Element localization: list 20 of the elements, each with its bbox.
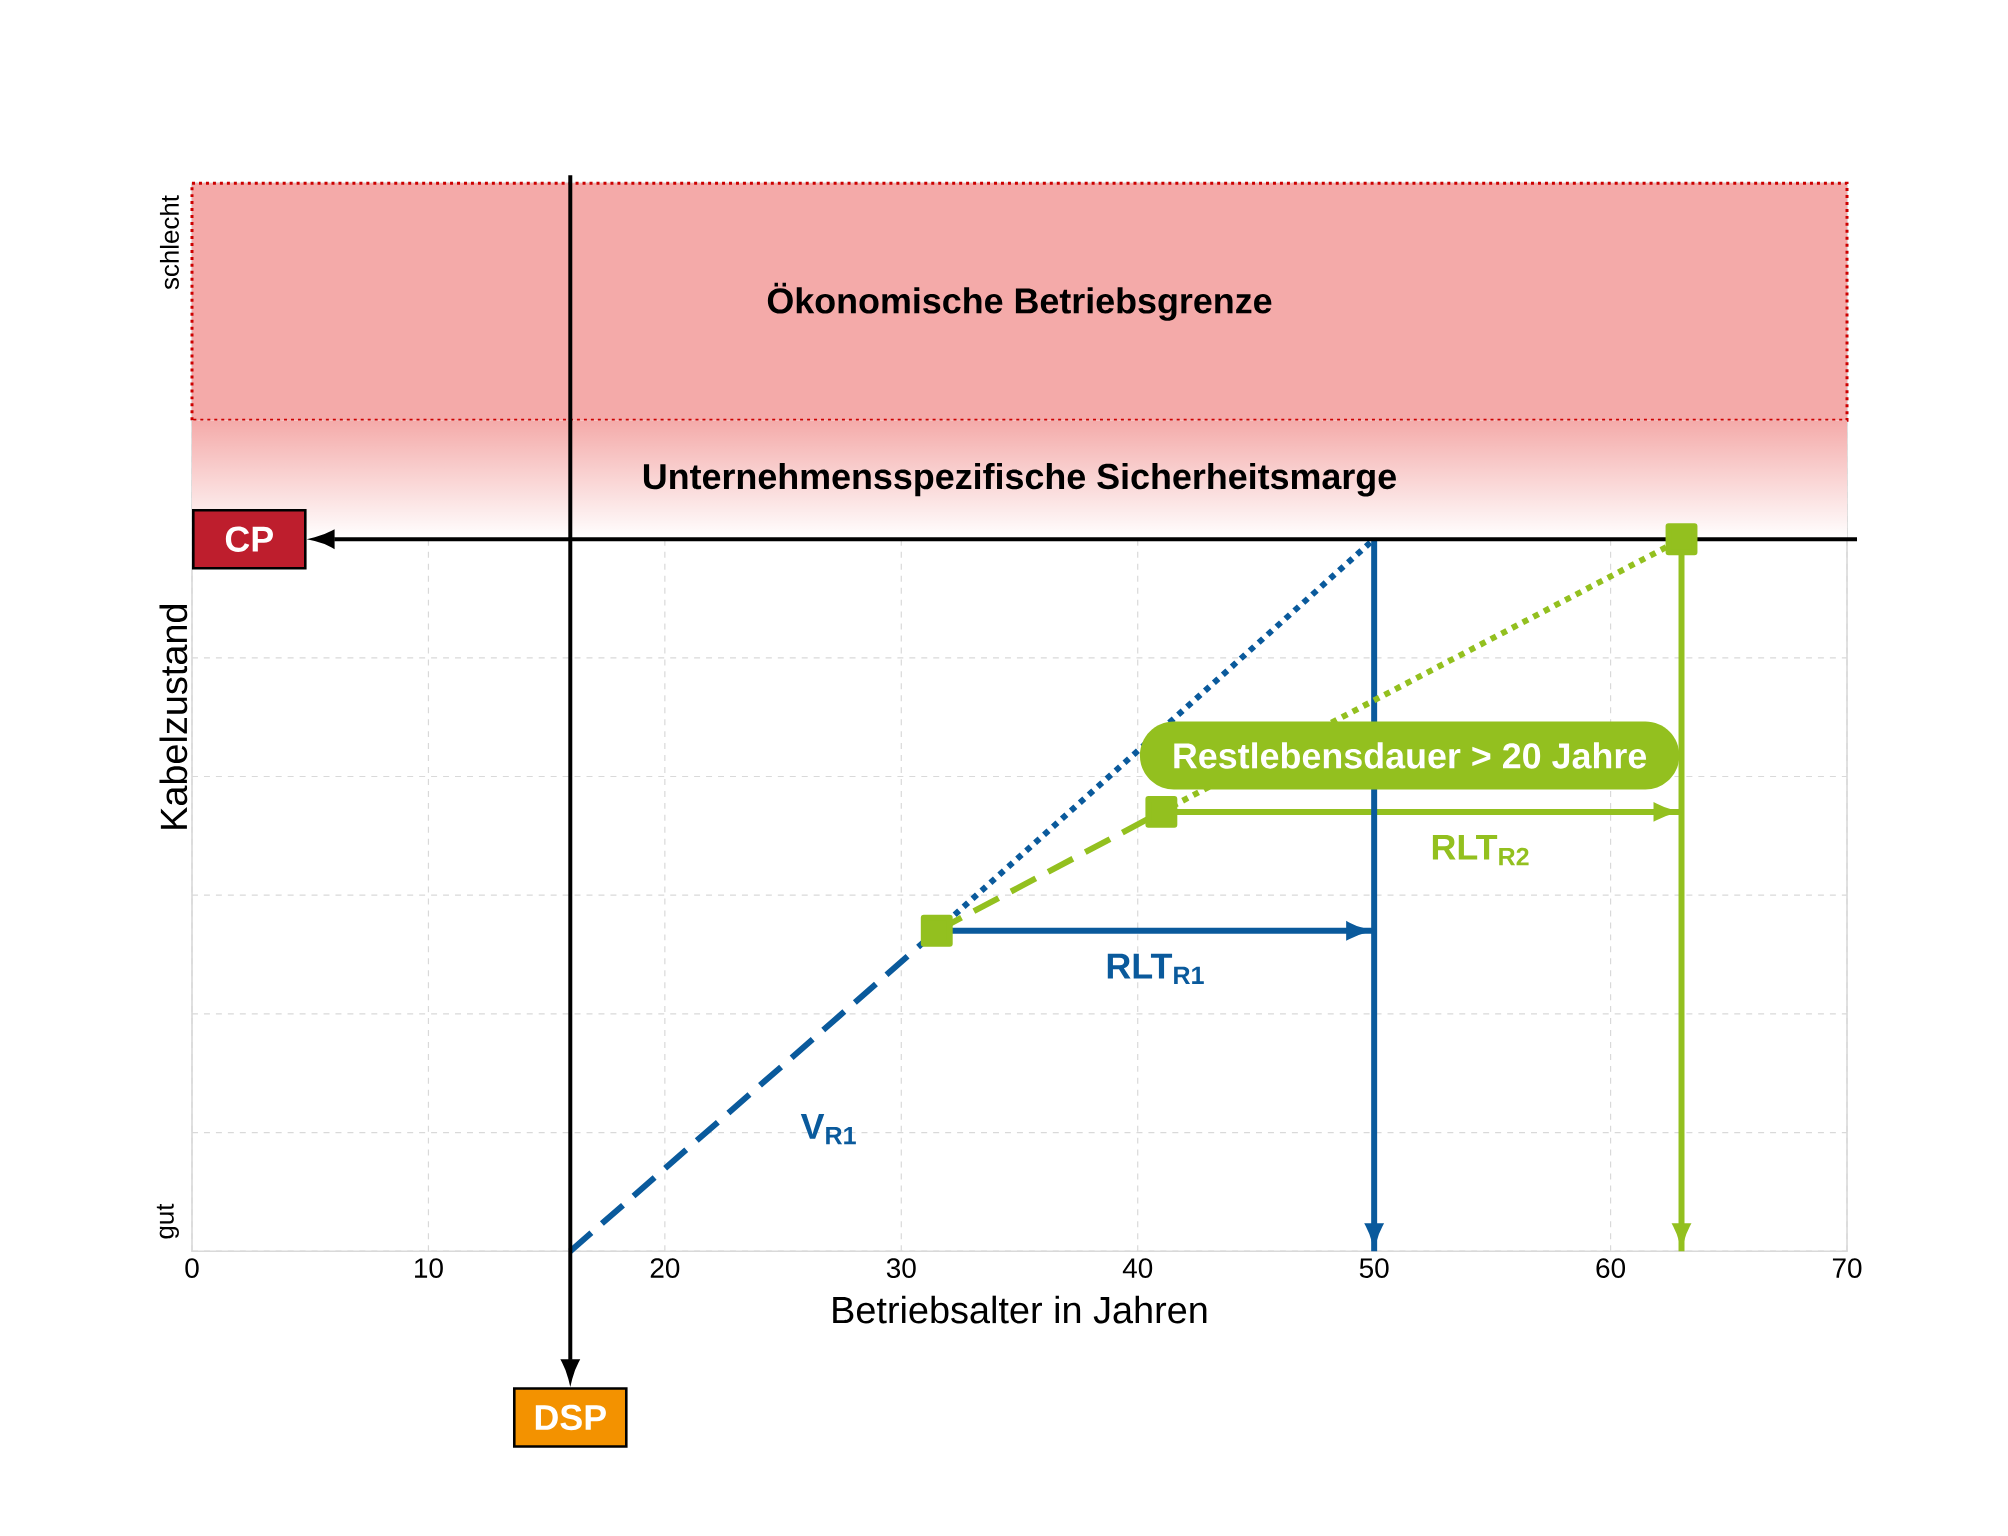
x-tick-label: 60 <box>1596 1258 1626 1278</box>
x-tick-label: 30 <box>886 1258 916 1278</box>
annotation: RLT$_{R2}$ <box>1432 834 1529 866</box>
text: schlecht <box>159 195 179 290</box>
annotation: Restlebensdauer > 20 Jahre <box>1174 742 1647 769</box>
ref-line-label: DSP <box>535 1404 606 1431</box>
band-label: Unternehmensspezifische Sicherheitsmarge <box>643 462 1396 497</box>
x-axis-title: Betriebsalter in Jahren <box>833 1295 1207 1324</box>
x-tick-label: 40 <box>1122 1258 1153 1278</box>
x-tick-label: 50 <box>1359 1258 1389 1278</box>
x-tick-label: 10 <box>415 1258 443 1278</box>
y-axis-title: Kabelzustand <box>159 604 188 829</box>
x-tick-label: 0 <box>185 1258 199 1278</box>
ref-line-label: CP <box>225 526 273 552</box>
x-tick-label: 20 <box>650 1258 680 1278</box>
annotation: RLT$_{R1}$ <box>1107 953 1204 984</box>
x-tick-label: 70 <box>1832 1258 1862 1278</box>
band-label: Ökonomische Betriebsgrenze <box>767 282 1272 321</box>
series-label: V$_{R1}$ <box>800 1114 856 1145</box>
text: gut <box>156 1203 179 1239</box>
